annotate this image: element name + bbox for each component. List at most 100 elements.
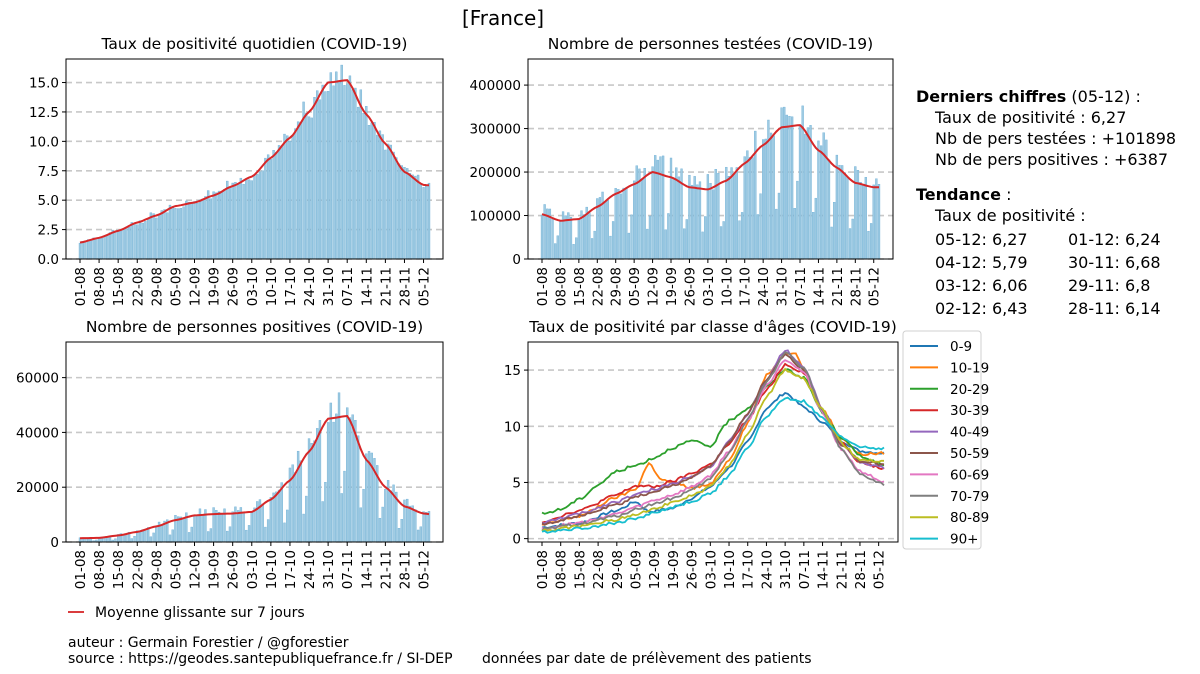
bar: [633, 180, 636, 260]
bar: [395, 157, 398, 260]
bar: [168, 534, 172, 543]
bar: [772, 135, 775, 260]
bar: [743, 156, 746, 260]
y-tick-label: 300000: [469, 122, 521, 138]
x-tick-label: 29-08: [610, 550, 626, 589]
bar: [359, 89, 363, 260]
bar: [193, 201, 196, 260]
x-tick-label: 26-09: [682, 267, 698, 306]
bar: [103, 236, 106, 260]
x-tick-label: 03-10: [701, 267, 717, 306]
x-tick-label: 10-10: [719, 267, 735, 306]
bar: [138, 220, 142, 260]
y-tick-label: 10.0: [29, 134, 59, 150]
bar: [176, 208, 180, 260]
bar: [735, 167, 738, 260]
bar: [659, 156, 662, 260]
x-tick-label: 05-12: [872, 550, 888, 589]
bar: [609, 235, 612, 260]
bar: [133, 536, 136, 543]
x-tick-label: 26-09: [226, 267, 242, 306]
bar: [182, 206, 185, 260]
bar: [411, 174, 414, 260]
bar: [310, 443, 313, 543]
x-tick-label: 17-10: [738, 267, 754, 306]
x-tick-label: 15-08: [572, 267, 588, 306]
bar: [751, 157, 754, 260]
bar: [804, 133, 807, 260]
bar: [340, 64, 343, 260]
bar: [764, 138, 767, 260]
bar: [422, 187, 425, 260]
bar: [709, 182, 712, 260]
x-tick-label: 31-10: [775, 267, 791, 306]
legend-label: 40-49: [950, 425, 989, 441]
bar: [168, 204, 172, 260]
legend-label: 60-69: [950, 467, 989, 483]
bar: [392, 151, 395, 260]
bar: [220, 191, 223, 260]
x-tick-label: 10-10: [264, 267, 280, 306]
bar: [378, 130, 382, 260]
bar: [840, 165, 844, 260]
y-tick-label: 0: [512, 252, 521, 268]
x-tick-label: 26-09: [685, 550, 701, 589]
y-tick-label: 15: [504, 363, 521, 379]
bar: [717, 173, 720, 260]
bar: [321, 501, 324, 543]
x-tick-label: 03-10: [245, 267, 261, 306]
bar: [400, 519, 403, 543]
series-line-0-9: [541, 391, 885, 529]
x-tick-label: 14-11: [359, 267, 375, 306]
bar: [149, 536, 153, 543]
bar: [261, 170, 264, 260]
latest-positives: Nb de pers positives : +6387: [935, 150, 1169, 169]
bar: [706, 174, 710, 260]
bar: [307, 116, 311, 260]
bar: [622, 187, 625, 260]
bar: [630, 214, 633, 260]
x-tick-label: 05-12: [417, 550, 433, 589]
bar: [78, 242, 82, 260]
moving-average-legend: Moyenne glissante sur 7 jours: [68, 605, 305, 621]
bar: [215, 510, 218, 543]
x-tick-label: 14-11: [359, 550, 375, 589]
bar: [554, 243, 557, 260]
age-legend: 0-9 10-19 20-29 30-39 40-49 50-59 60-69 70-79 80…: [902, 330, 989, 550]
bar: [869, 223, 873, 260]
y-tick-label: 2.5: [38, 223, 59, 239]
x-tick-label: 24-10: [756, 267, 772, 306]
bar: [556, 235, 559, 260]
bar: [561, 211, 565, 260]
bar: [157, 214, 161, 260]
bar: [337, 80, 341, 260]
bar: [313, 440, 316, 543]
bar: [625, 187, 628, 260]
bar: [283, 522, 286, 543]
bar: [740, 212, 744, 260]
bar: [827, 159, 831, 260]
bar: [92, 237, 95, 260]
bar: [711, 189, 715, 260]
bar: [307, 438, 311, 543]
bar: [84, 241, 87, 260]
chart-ages: Taux de positivité par classe d'âges (CO…: [504, 318, 989, 589]
bar: [762, 139, 765, 260]
x-tick-label: 05-09: [627, 267, 643, 306]
bar: [389, 144, 393, 260]
x-tick-label: 21-11: [830, 267, 846, 306]
bar: [588, 212, 591, 260]
y-tick-label: 12.5: [29, 105, 59, 121]
bar: [540, 214, 544, 260]
bar: [611, 221, 615, 260]
x-tick-label: 12-09: [646, 267, 662, 306]
x-tick-label: 31-10: [321, 267, 337, 306]
bar: [643, 168, 646, 260]
bar: [152, 532, 155, 543]
bar: [846, 176, 849, 260]
bar: [619, 193, 623, 260]
x-tick-label: 08-08: [553, 267, 569, 306]
series-line-70-79: [541, 351, 885, 532]
x-tick-label: 15-08: [572, 550, 588, 589]
chart-title: Nombre de personnes positives (COVID-19): [86, 318, 423, 336]
